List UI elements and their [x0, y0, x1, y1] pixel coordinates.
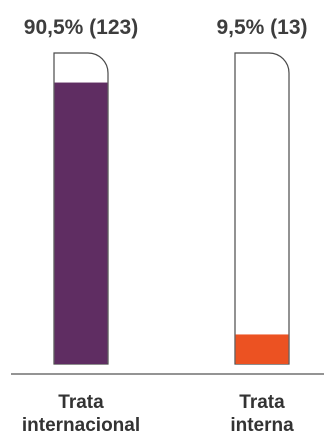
bars-layer — [53, 52, 290, 365]
category-label-line: Trata — [239, 392, 285, 413]
category-label-trata-interna: Trata interna — [230, 392, 294, 436]
bar-fill-trata-interna — [235, 334, 289, 364]
bar-fill-trata-internacional — [54, 82, 108, 365]
category-label-line: Trata — [58, 392, 104, 413]
category-label-line: interna — [230, 415, 294, 436]
value-label-trata-internacional: 90,5% (123) — [24, 16, 138, 39]
category-label-line: internacional — [22, 415, 140, 436]
bar-container-trata-interna — [234, 52, 290, 365]
value-label-trata-interna: 9,5% (13) — [216, 16, 307, 39]
category-label-trata-internacional: Trata internacional — [22, 392, 140, 436]
